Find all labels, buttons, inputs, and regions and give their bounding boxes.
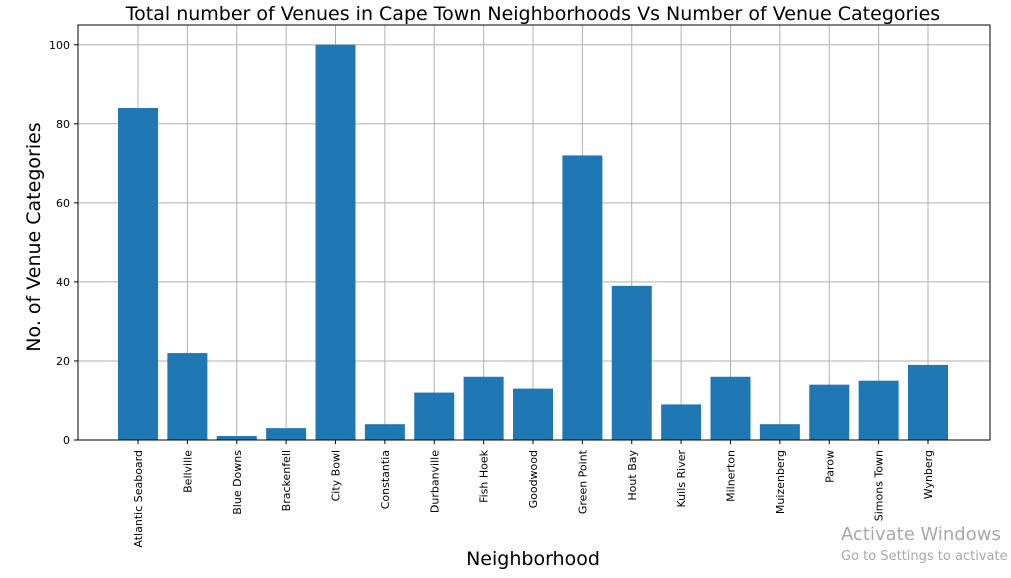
bar <box>809 384 850 440</box>
bar <box>216 436 257 440</box>
x-tick-label: Bellville <box>181 450 194 493</box>
bar <box>858 380 899 440</box>
y-tick-label: 0 <box>63 434 70 447</box>
grid-lines <box>78 25 990 441</box>
y-tick-label: 40 <box>56 276 70 289</box>
x-tick-label: Kuils River <box>675 450 688 508</box>
bar <box>513 388 553 440</box>
bar <box>414 392 455 440</box>
bar <box>118 108 158 440</box>
x-tick-label: Durbanville <box>428 450 441 513</box>
bar <box>315 44 356 441</box>
x-axis-ticks: Atlantic Seaboard Bellville Blue Downs Brac… <box>132 440 935 548</box>
bar <box>661 404 702 440</box>
watermark-title: Activate Windows <box>841 524 1001 545</box>
bar <box>167 353 208 440</box>
x-tick-label: Parow <box>823 450 836 483</box>
bar <box>710 376 751 440</box>
x-tick-label: Muizenberg <box>774 450 787 514</box>
bar <box>463 376 504 440</box>
x-tick-label: Constantia <box>379 450 392 509</box>
x-tick-label: Fish Hoek <box>478 449 491 503</box>
y-axis-label: No. of Venue Categories <box>23 122 45 351</box>
x-tick-label: Hout Bay <box>626 450 639 501</box>
x-tick-label: Brackenfell <box>280 450 293 511</box>
y-tick-label: 20 <box>56 355 70 368</box>
chart-title: Total number of Venues in Cape Town Neig… <box>125 3 940 25</box>
bars <box>118 44 948 441</box>
bar <box>611 285 652 440</box>
bar <box>562 155 603 440</box>
x-tick-label: Milnerton <box>725 450 738 502</box>
plot-frame <box>77 24 991 441</box>
x-tick-label: Blue Downs <box>231 450 244 515</box>
y-tick-label: 80 <box>56 118 70 131</box>
bar <box>759 424 800 440</box>
bar <box>364 424 405 440</box>
x-tick-label: Goodwood <box>527 450 540 508</box>
bar <box>908 364 948 440</box>
x-tick-label: Green Point <box>576 449 589 514</box>
x-tick-label: Wynberg <box>922 450 935 499</box>
x-tick-label: Atlantic Seaboard <box>132 450 145 548</box>
x-axis-label: Neighborhood <box>466 548 600 570</box>
y-tick-label: 100 <box>49 39 70 52</box>
y-tick-label: 60 <box>56 197 70 210</box>
bar <box>266 428 307 440</box>
x-tick-label: Simons Town <box>873 450 886 521</box>
watermark-subtitle: Go to Settings to activate <box>841 549 1008 564</box>
x-tick-label: City Bowl <box>330 450 343 501</box>
y-axis-ticks: 0 20 40 60 80 100 <box>49 39 78 447</box>
